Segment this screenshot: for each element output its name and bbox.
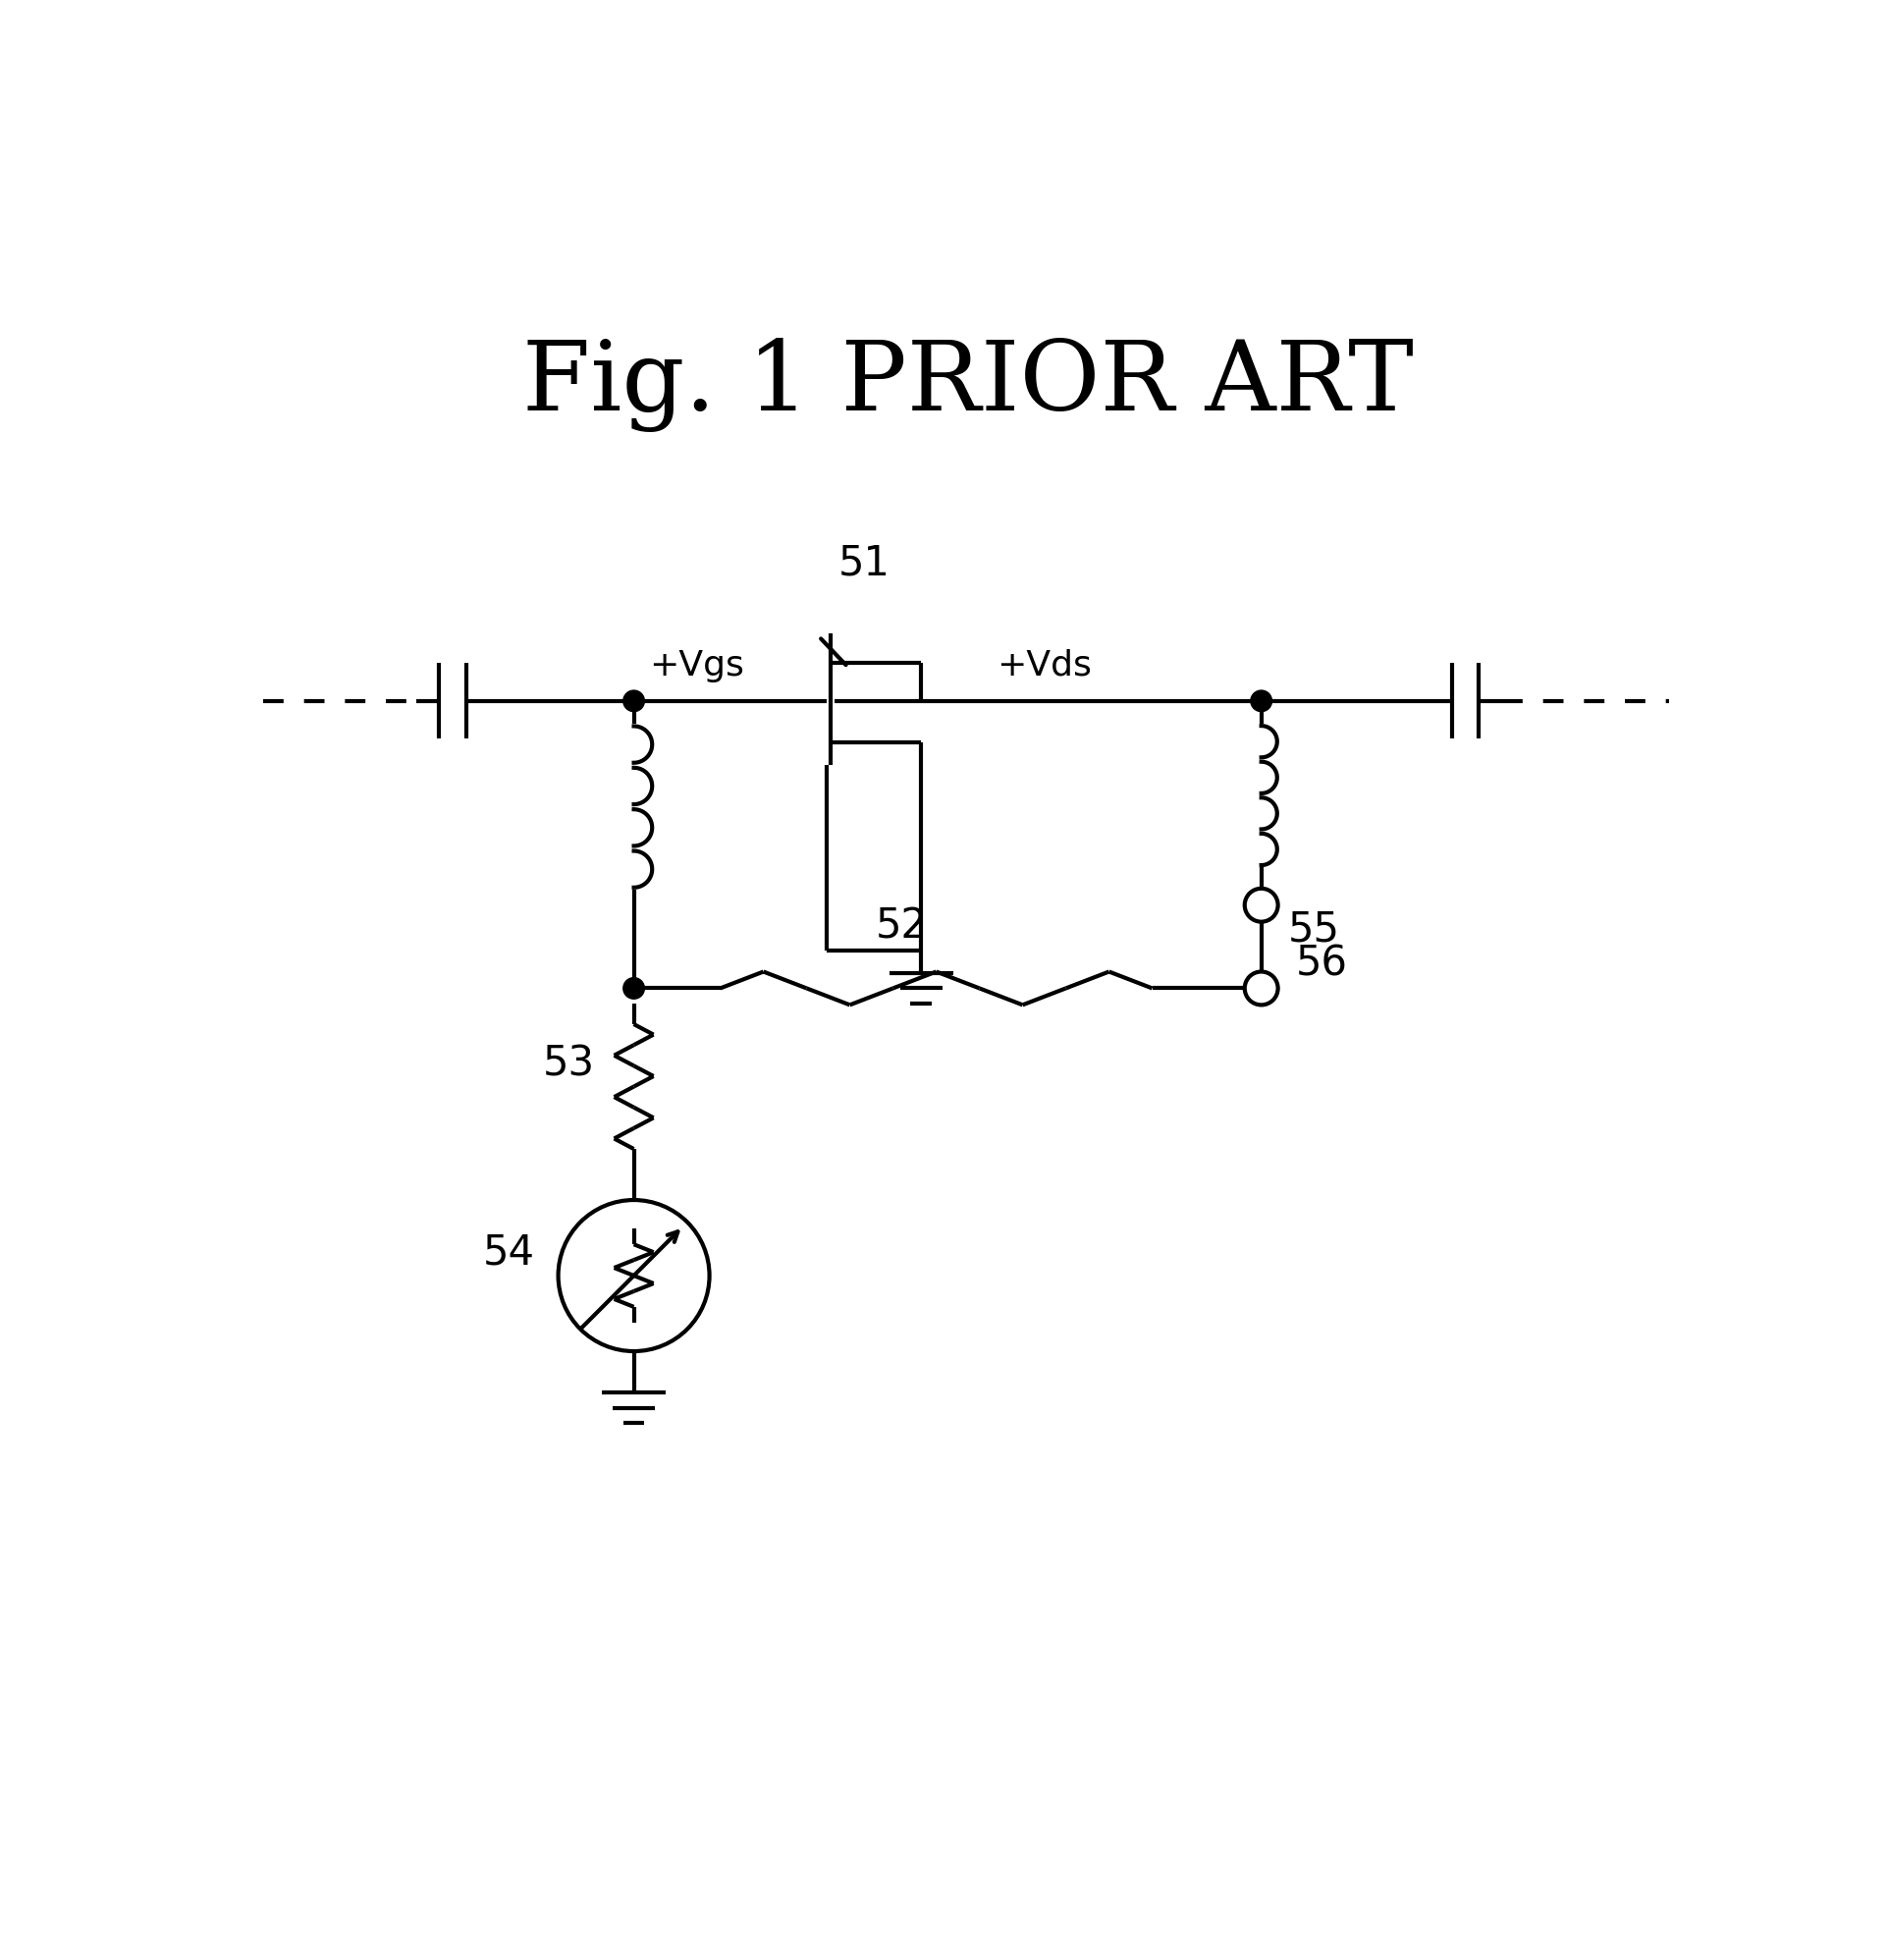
Circle shape bbox=[1244, 888, 1278, 921]
Text: Fig. 1 PRIOR ART: Fig. 1 PRIOR ART bbox=[521, 337, 1414, 433]
Text: 51: 51 bbox=[838, 543, 889, 584]
Circle shape bbox=[623, 978, 644, 1000]
Circle shape bbox=[623, 690, 644, 711]
Text: 54: 54 bbox=[483, 1233, 534, 1274]
Circle shape bbox=[1244, 972, 1278, 1005]
Text: 55: 55 bbox=[1288, 909, 1340, 951]
Text: 56: 56 bbox=[1295, 943, 1348, 984]
Text: 53: 53 bbox=[544, 1043, 595, 1084]
Text: +Vds: +Vds bbox=[997, 649, 1091, 682]
Text: +Vgs: +Vgs bbox=[649, 649, 744, 682]
Text: 52: 52 bbox=[876, 906, 927, 947]
Circle shape bbox=[1250, 690, 1273, 711]
